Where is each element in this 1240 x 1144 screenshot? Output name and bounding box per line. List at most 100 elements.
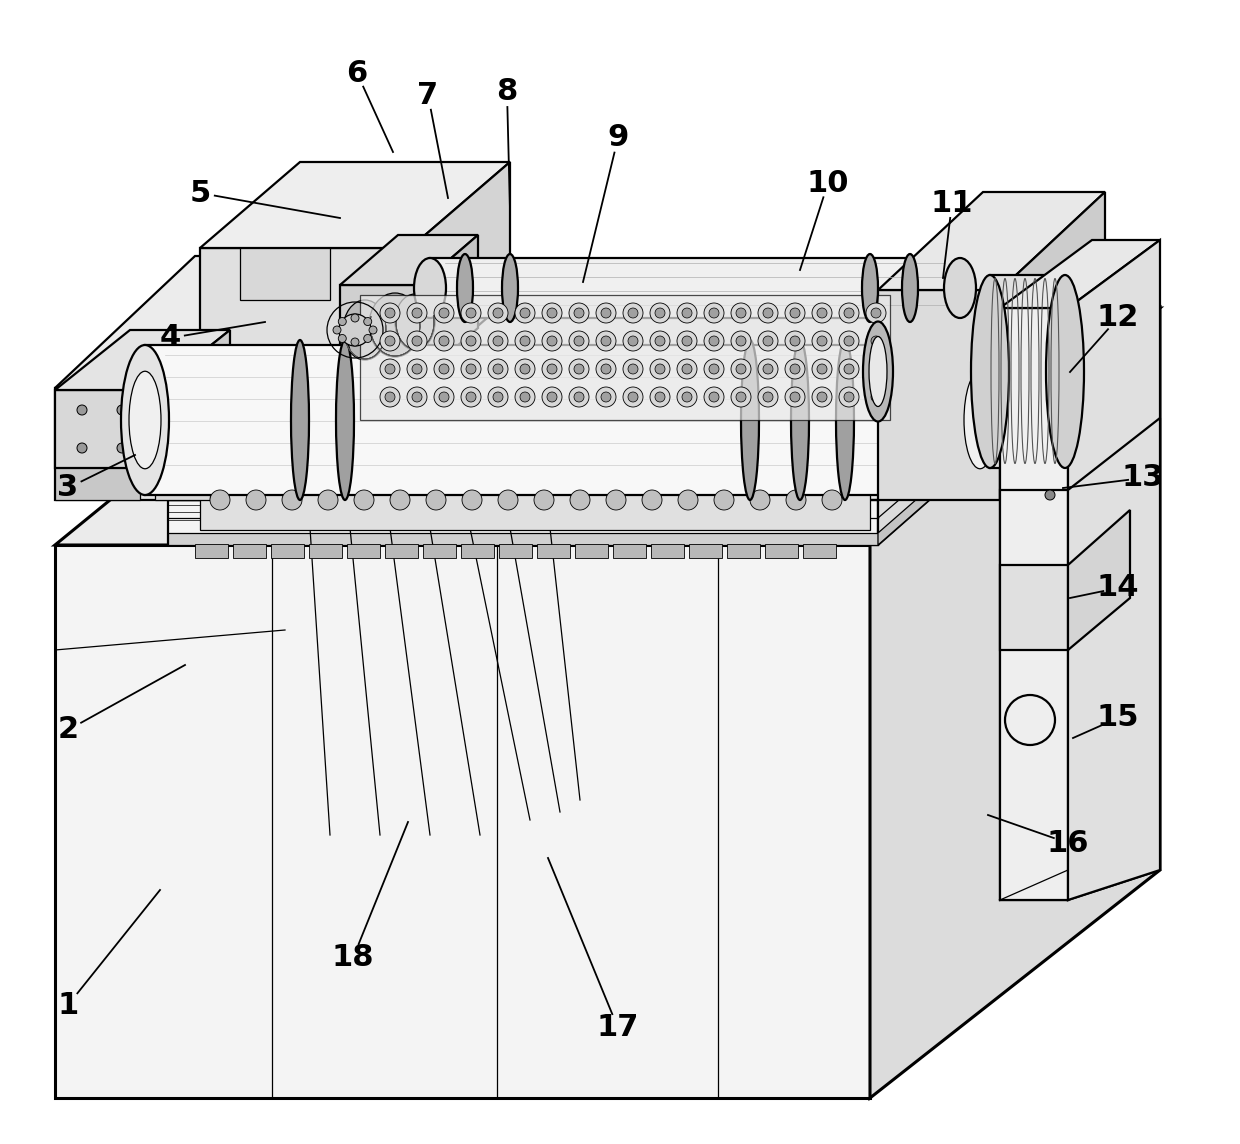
Polygon shape	[360, 295, 890, 420]
Circle shape	[758, 387, 777, 407]
Circle shape	[650, 303, 670, 323]
Text: 7: 7	[418, 80, 439, 110]
Bar	[689, 545, 722, 558]
Polygon shape	[200, 162, 510, 248]
Circle shape	[866, 387, 887, 407]
Circle shape	[489, 303, 508, 323]
Circle shape	[678, 490, 698, 510]
Polygon shape	[145, 345, 980, 495]
Ellipse shape	[291, 340, 309, 500]
Circle shape	[737, 392, 746, 402]
Circle shape	[77, 443, 87, 453]
Circle shape	[407, 359, 427, 379]
Circle shape	[650, 331, 670, 351]
Circle shape	[534, 490, 554, 510]
Circle shape	[682, 308, 692, 318]
Circle shape	[866, 359, 887, 379]
Circle shape	[866, 303, 887, 323]
Circle shape	[785, 331, 805, 351]
Polygon shape	[430, 259, 960, 318]
Circle shape	[434, 331, 454, 351]
Circle shape	[407, 331, 427, 351]
Circle shape	[839, 387, 859, 407]
Circle shape	[709, 364, 719, 374]
Circle shape	[763, 364, 773, 374]
Circle shape	[466, 364, 476, 374]
Polygon shape	[55, 256, 340, 388]
Circle shape	[870, 392, 880, 402]
Circle shape	[839, 331, 859, 351]
Polygon shape	[55, 308, 1159, 545]
Circle shape	[785, 387, 805, 407]
Circle shape	[704, 331, 724, 351]
Bar	[575, 545, 608, 558]
Circle shape	[439, 364, 449, 374]
Polygon shape	[55, 468, 140, 500]
Circle shape	[542, 303, 562, 323]
Circle shape	[379, 359, 401, 379]
Circle shape	[870, 336, 880, 345]
Text: 15: 15	[1096, 704, 1140, 732]
Ellipse shape	[122, 345, 169, 495]
Circle shape	[790, 364, 800, 374]
Ellipse shape	[1047, 275, 1084, 468]
Circle shape	[317, 490, 339, 510]
Circle shape	[812, 303, 832, 323]
Circle shape	[866, 331, 887, 351]
Circle shape	[812, 387, 832, 407]
Ellipse shape	[971, 275, 1009, 468]
Circle shape	[466, 308, 476, 318]
Circle shape	[412, 308, 422, 318]
Circle shape	[763, 392, 773, 402]
Bar	[765, 545, 799, 558]
Circle shape	[627, 308, 639, 318]
Circle shape	[461, 331, 481, 351]
Ellipse shape	[963, 372, 996, 469]
Bar	[498, 545, 532, 558]
Ellipse shape	[956, 345, 1004, 495]
Circle shape	[379, 331, 401, 351]
Circle shape	[461, 387, 481, 407]
Circle shape	[339, 313, 371, 345]
Circle shape	[601, 364, 611, 374]
Circle shape	[642, 490, 662, 510]
Circle shape	[379, 387, 401, 407]
Text: 8: 8	[496, 78, 517, 106]
Circle shape	[363, 334, 372, 342]
Polygon shape	[167, 533, 878, 545]
Circle shape	[370, 326, 377, 334]
Circle shape	[737, 336, 746, 345]
Circle shape	[384, 364, 396, 374]
Circle shape	[655, 392, 665, 402]
Circle shape	[384, 392, 396, 402]
Circle shape	[677, 387, 697, 407]
Circle shape	[547, 308, 557, 318]
Polygon shape	[200, 470, 870, 530]
Polygon shape	[870, 308, 1159, 1098]
Circle shape	[790, 336, 800, 345]
Circle shape	[351, 337, 360, 345]
Circle shape	[351, 313, 360, 321]
Bar	[384, 545, 418, 558]
Ellipse shape	[414, 259, 446, 318]
Circle shape	[489, 359, 508, 379]
Circle shape	[574, 308, 584, 318]
Circle shape	[817, 308, 827, 318]
Bar	[537, 545, 570, 558]
Circle shape	[547, 336, 557, 345]
Circle shape	[574, 392, 584, 402]
Polygon shape	[155, 388, 210, 500]
Text: 12: 12	[1097, 303, 1140, 333]
Circle shape	[489, 387, 508, 407]
Circle shape	[520, 392, 529, 402]
Circle shape	[786, 490, 806, 510]
Polygon shape	[878, 297, 1148, 545]
Polygon shape	[1068, 418, 1159, 900]
Circle shape	[606, 490, 626, 510]
Text: 5: 5	[190, 178, 211, 207]
Circle shape	[812, 359, 832, 379]
Circle shape	[709, 336, 719, 345]
Circle shape	[627, 364, 639, 374]
Circle shape	[542, 387, 562, 407]
Polygon shape	[878, 268, 1148, 545]
